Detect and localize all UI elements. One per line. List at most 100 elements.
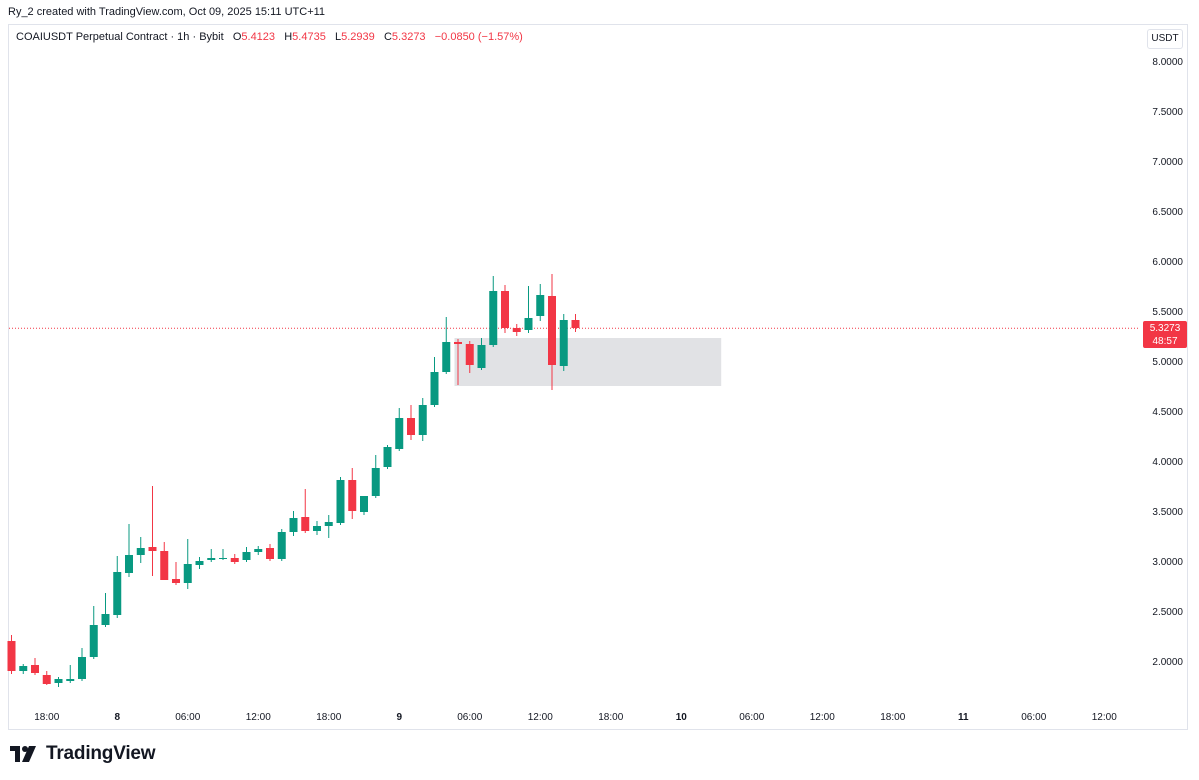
- candle[interactable]: [559, 314, 568, 371]
- candle[interactable]: [418, 398, 427, 441]
- candle-body: [125, 555, 133, 573]
- candle[interactable]: [160, 542, 169, 580]
- candle[interactable]: [501, 285, 509, 333]
- tradingview-logo[interactable]: TradingView: [10, 742, 156, 766]
- candle-body: [277, 532, 286, 559]
- candle[interactable]: [289, 511, 298, 536]
- legend-change: −0.0850 (−1.57%): [434, 31, 523, 43]
- candle-body: [477, 345, 486, 368]
- price-tick-label: 2.0000: [1152, 657, 1183, 668]
- legend-high-label: H: [284, 31, 293, 43]
- price-axis: 8.0000 7.5000 7.0000 6.5000 6.0000 5.5000 5.00…: [1152, 57, 1183, 668]
- price-tick-label: 5.5000: [1152, 307, 1183, 318]
- candle[interactable]: [512, 324, 521, 336]
- price-tick-label: 7.5000: [1152, 107, 1183, 118]
- candle[interactable]: [489, 276, 498, 347]
- candle[interactable]: [383, 445, 392, 469]
- candle[interactable]: [148, 486, 157, 576]
- candle[interactable]: [54, 677, 63, 687]
- candle[interactable]: [477, 338, 486, 370]
- time-tick-label: 12:00: [528, 712, 553, 723]
- candle[interactable]: [42, 671, 51, 685]
- candle[interactable]: [524, 286, 533, 333]
- candle-body: [31, 665, 39, 673]
- candle[interactable]: [183, 539, 192, 589]
- candle[interactable]: [348, 468, 357, 519]
- chart-pane[interactable]: [8, 24, 1188, 730]
- candle-body: [360, 496, 368, 512]
- candle-body: [512, 328, 521, 332]
- candle[interactable]: [242, 547, 251, 562]
- candle[interactable]: [301, 489, 310, 533]
- candle[interactable]: [254, 546, 263, 555]
- candle-body: [313, 526, 321, 531]
- candle-body: [418, 405, 427, 435]
- candle[interactable]: [536, 284, 545, 321]
- legend-close: 5.3273: [391, 31, 426, 43]
- time-axis: 18:00 8 06:00 12:00 18:00 9 06:00 12:00 18:00 10 0…: [34, 712, 1117, 723]
- candle[interactable]: [78, 648, 86, 681]
- currency-unit-button[interactable]: USDT: [1147, 29, 1183, 49]
- candle[interactable]: [324, 515, 333, 538]
- price-tick-label: 2.5000: [1152, 607, 1183, 618]
- price-tick-label: 4.5000: [1152, 407, 1183, 418]
- price-tick-label: 7.0000: [1152, 157, 1183, 168]
- candle[interactable]: [266, 544, 274, 561]
- candle-body: [195, 561, 204, 565]
- candle-body: [548, 296, 556, 365]
- candle[interactable]: [371, 455, 380, 498]
- candle-body: [148, 547, 157, 551]
- candle-body: [430, 372, 439, 405]
- candle-body: [7, 641, 16, 671]
- candle[interactable]: [172, 562, 180, 585]
- candle[interactable]: [19, 664, 28, 674]
- candle[interactable]: [465, 341, 474, 373]
- candle[interactable]: [571, 314, 580, 332]
- candle[interactable]: [66, 665, 75, 683]
- candle[interactable]: [207, 549, 216, 562]
- candle-body: [242, 552, 251, 560]
- candle-body: [442, 342, 451, 372]
- candle[interactable]: [336, 477, 345, 525]
- candle-body: [465, 344, 474, 365]
- candle[interactable]: [277, 529, 286, 561]
- supply-demand-zone[interactable]: [454, 338, 722, 386]
- candle[interactable]: [31, 658, 39, 675]
- candle[interactable]: [395, 408, 404, 451]
- candle-body: [524, 318, 533, 330]
- candle[interactable]: [219, 549, 227, 560]
- time-tick-label: 18:00: [880, 712, 905, 723]
- candle-body: [395, 418, 404, 449]
- candle[interactable]: [407, 405, 415, 440]
- price-tick-label: 4.0000: [1152, 457, 1183, 468]
- candle[interactable]: [113, 556, 122, 618]
- candle-body: [501, 291, 509, 328]
- candle-body: [536, 295, 545, 316]
- candle-body: [160, 551, 169, 580]
- candle[interactable]: [442, 317, 451, 374]
- candle[interactable]: [230, 554, 239, 564]
- candle[interactable]: [313, 521, 321, 535]
- candle[interactable]: [7, 635, 16, 674]
- time-tick-label: 06:00: [739, 712, 764, 723]
- legend-low-label: L: [335, 31, 342, 43]
- candle-body: [78, 657, 86, 679]
- candle[interactable]: [430, 357, 439, 407]
- candle[interactable]: [548, 274, 556, 390]
- candle[interactable]: [360, 496, 368, 515]
- candle[interactable]: [101, 593, 110, 627]
- candle[interactable]: [454, 339, 462, 385]
- time-tick-label: 06:00: [1021, 712, 1046, 723]
- candle-body: [301, 517, 310, 531]
- candle[interactable]: [89, 606, 98, 659]
- zone-layer: [454, 338, 722, 386]
- candle-body: [559, 320, 568, 366]
- candle-body: [19, 666, 28, 671]
- candle[interactable]: [125, 524, 133, 577]
- time-tick-label: 18:00: [316, 712, 341, 723]
- candle-body: [324, 522, 333, 526]
- candle[interactable]: [195, 557, 204, 569]
- legend-open: 5.4123: [241, 31, 276, 43]
- candle-body: [289, 518, 298, 532]
- candle[interactable]: [136, 537, 145, 563]
